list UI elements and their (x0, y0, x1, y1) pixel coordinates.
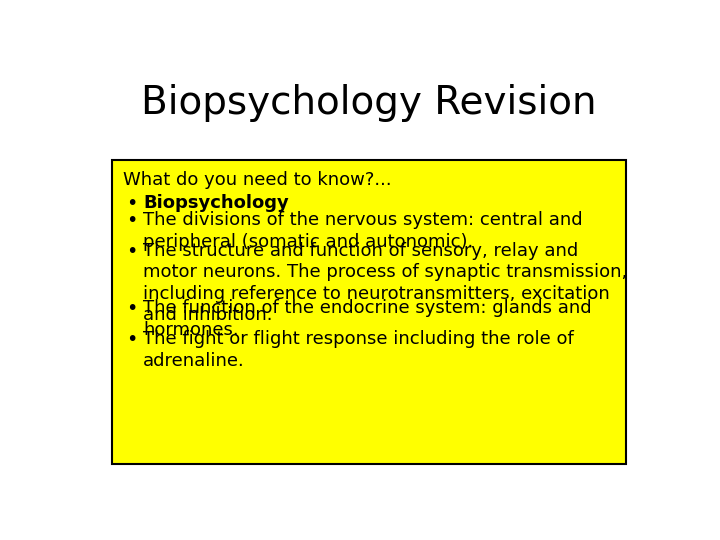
Text: Biopsychology: Biopsychology (143, 194, 289, 212)
FancyBboxPatch shape (112, 160, 626, 464)
Text: •: • (126, 330, 138, 349)
Text: What do you need to know?...: What do you need to know?... (124, 171, 392, 189)
Text: The divisions of the nervous system: central and
peripheral (somatic and autonom: The divisions of the nervous system: cen… (143, 211, 582, 251)
Text: •: • (126, 211, 138, 230)
Text: •: • (126, 299, 138, 318)
Text: The function of the endocrine system: glands and
hormones.: The function of the endocrine system: gl… (143, 299, 592, 339)
Text: The fight or flight response including the role of
adrenaline.: The fight or flight response including t… (143, 330, 574, 369)
Text: Biopsychology Revision: Biopsychology Revision (141, 84, 597, 122)
Text: •: • (126, 194, 138, 213)
Text: The structure and function of sensory, relay and
motor neurons. The process of s: The structure and function of sensory, r… (143, 242, 627, 325)
Text: •: • (126, 242, 138, 261)
